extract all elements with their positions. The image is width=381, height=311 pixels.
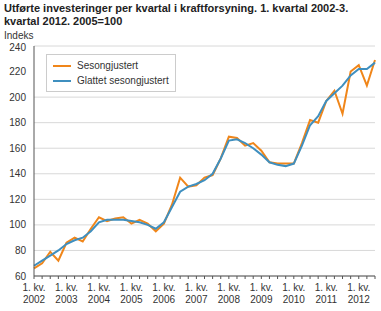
svg-text:2008: 2008 (218, 294, 241, 305)
svg-text:140: 140 (9, 168, 26, 179)
html-text:Utførte investeringer per kvar: Utførte investeringer per kvartal i kraf… (4, 2, 349, 27)
svg-text:100: 100 (9, 219, 26, 230)
svg-text:1. kv.: 1. kv. (55, 282, 78, 293)
html-text:Glattet sesongjustert: Glattet sesongjustert (77, 75, 169, 86)
svg-text:180: 180 (9, 117, 26, 128)
svg-text:1. kv.: 1. kv. (282, 282, 305, 293)
svg-text:2011: 2011 (316, 294, 338, 305)
svg-text:2006: 2006 (153, 294, 176, 305)
svg-text:240: 240 (9, 42, 26, 53)
svg-text:1. kv.: 1. kv. (217, 282, 240, 293)
svg-text:80: 80 (15, 245, 27, 256)
svg-text:1. kv.: 1. kv. (87, 282, 110, 293)
svg-text:1. kv.: 1. kv. (250, 282, 273, 293)
svg-text:1. kv.: 1. kv. (315, 282, 338, 293)
svg-text:1. kv.: 1. kv. (185, 282, 208, 293)
svg-text:2005: 2005 (120, 294, 143, 305)
svg-text:2012: 2012 (348, 294, 371, 305)
svg-text:1. kv.: 1. kv. (152, 282, 175, 293)
svg-text:2003: 2003 (55, 294, 78, 305)
svg-text:60: 60 (15, 271, 27, 282)
svg-text:2002: 2002 (23, 294, 46, 305)
svg-text:2007: 2007 (185, 294, 208, 305)
svg-text:200: 200 (9, 92, 26, 103)
svg-text:120: 120 (9, 194, 26, 205)
svg-text:2009: 2009 (250, 294, 273, 305)
html-text:Sesongjustert: Sesongjustert (77, 60, 139, 71)
svg-text:1. kv.: 1. kv. (22, 282, 45, 293)
svg-text:2010: 2010 (283, 294, 306, 305)
svg-text:2004: 2004 (88, 294, 111, 305)
svg-text:1. kv.: 1. kv. (347, 282, 370, 293)
svg-text:160: 160 (9, 143, 26, 154)
html-text:Indeks: Indeks (4, 30, 34, 41)
svg-text:1. kv.: 1. kv. (120, 282, 143, 293)
svg-text:220: 220 (9, 66, 26, 77)
